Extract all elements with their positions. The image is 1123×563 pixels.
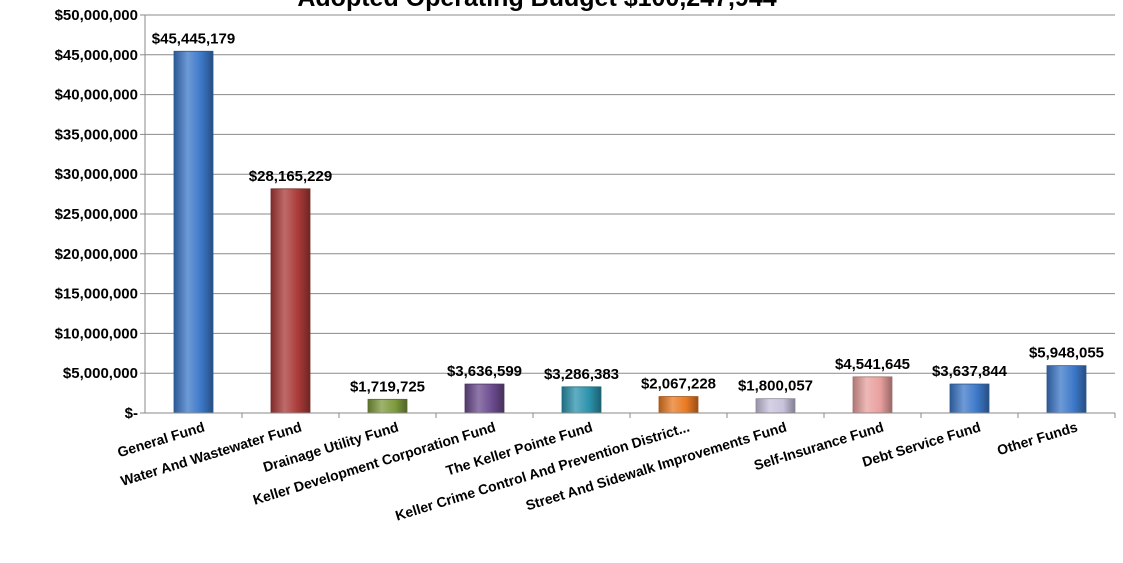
data-labels: $45,445,179 $28,165,229 $1,719,725 $3,636,5… (152, 30, 1104, 395)
data-label: $1,800,057 (738, 378, 813, 395)
data-label: $28,165,229 (249, 168, 332, 185)
data-label: $1,719,725 (350, 378, 425, 395)
bar (755, 398, 796, 414)
bar (852, 376, 893, 414)
x-tick-label: Other Funds (995, 419, 1079, 459)
bar (367, 398, 408, 414)
y-tick-label: $30,000,000 (55, 166, 138, 183)
y-tick-label: $15,000,000 (55, 286, 138, 303)
y-tick-label: $35,000,000 (55, 126, 138, 143)
bar (1046, 365, 1087, 414)
y-tick-label: $25,000,000 (55, 206, 138, 223)
bar (561, 386, 602, 414)
bars (173, 50, 1087, 414)
data-label: $2,067,228 (641, 376, 716, 393)
y-axis-ticks: $- $5,000,000 $10,000,000 $15,000,000 $20,00… (55, 7, 146, 422)
data-label: $45,445,179 (152, 30, 235, 47)
x-tick-label: Water And Wastewater Fund (119, 419, 304, 489)
chart-title: Adopted Operating Budget $100,247,944 (297, 0, 776, 12)
bar (949, 383, 990, 414)
data-label: $3,637,844 (932, 363, 1008, 380)
data-label: $4,541,645 (835, 356, 910, 373)
bar (270, 188, 311, 414)
y-tick-label: $40,000,000 (55, 87, 138, 104)
y-tick-label: $45,000,000 (55, 47, 138, 64)
y-tick-label: $- (125, 405, 138, 422)
data-label: $3,286,383 (544, 366, 619, 383)
y-tick-label: $10,000,000 (55, 325, 138, 342)
y-tick-label: $50,000,000 (55, 7, 138, 24)
data-label: $5,948,055 (1029, 345, 1104, 362)
bar (658, 396, 699, 414)
y-tick-label: $20,000,000 (55, 246, 138, 263)
data-label: $3,636,599 (447, 363, 522, 380)
bar (173, 50, 214, 414)
bar (464, 383, 505, 414)
y-tick-label: $5,000,000 (63, 365, 138, 382)
